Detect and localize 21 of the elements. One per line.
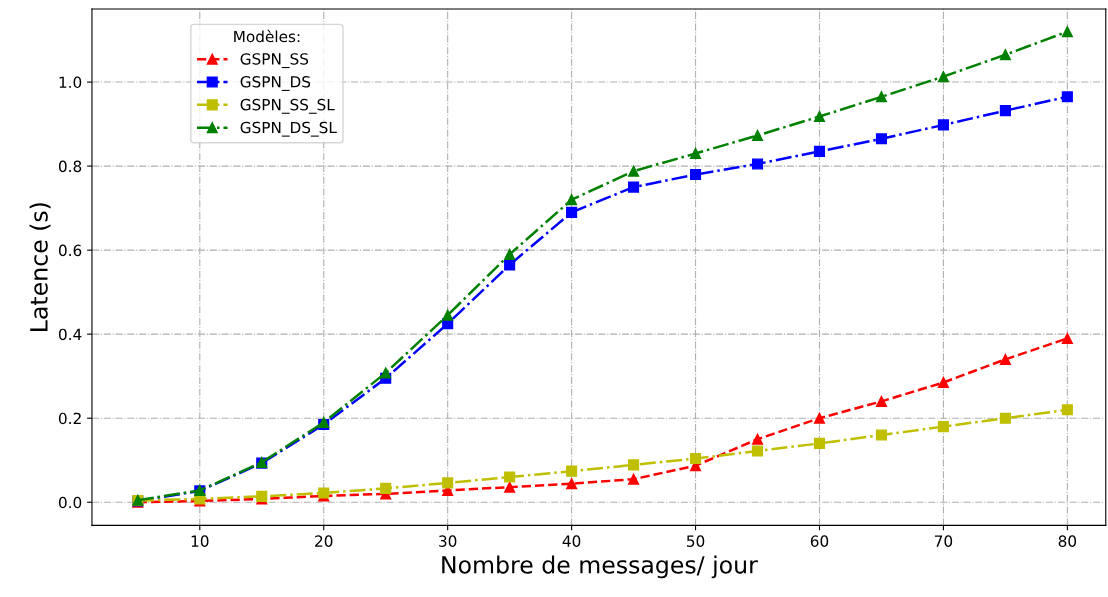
y-tick-label: 0.6 xyxy=(58,244,82,257)
x-tick-label: 60 xyxy=(810,535,829,547)
legend-title: Modèles: xyxy=(234,29,300,43)
y-tick-label: 0.4 xyxy=(58,328,82,341)
legend-label: GSPN_DS_SL xyxy=(240,121,337,137)
y-tick-label: 0.2 xyxy=(58,412,81,425)
x-tick-label: 10 xyxy=(191,535,209,547)
x-tick-label: 70 xyxy=(934,535,953,547)
y-tick-label: 0.8 xyxy=(58,160,82,173)
x-axis-title: Nombre de messages/ jour xyxy=(442,555,758,579)
y-axis-title: Latence (s) xyxy=(29,203,51,331)
x-tick-label: 20 xyxy=(315,535,333,547)
legend-label: GSPN_SS xyxy=(240,53,309,69)
legend-label: GSPN_SS_SL xyxy=(240,98,335,114)
legend-label: GSPN_DS xyxy=(240,76,311,91)
x-tick-label: 80 xyxy=(1058,535,1077,547)
x-tick-label: 30 xyxy=(439,535,457,547)
y-tick-label: 0.0 xyxy=(58,496,82,509)
y-tick-label: 1.0 xyxy=(59,76,82,89)
x-tick-label: 50 xyxy=(687,535,705,547)
x-tick-label: 40 xyxy=(562,535,581,547)
